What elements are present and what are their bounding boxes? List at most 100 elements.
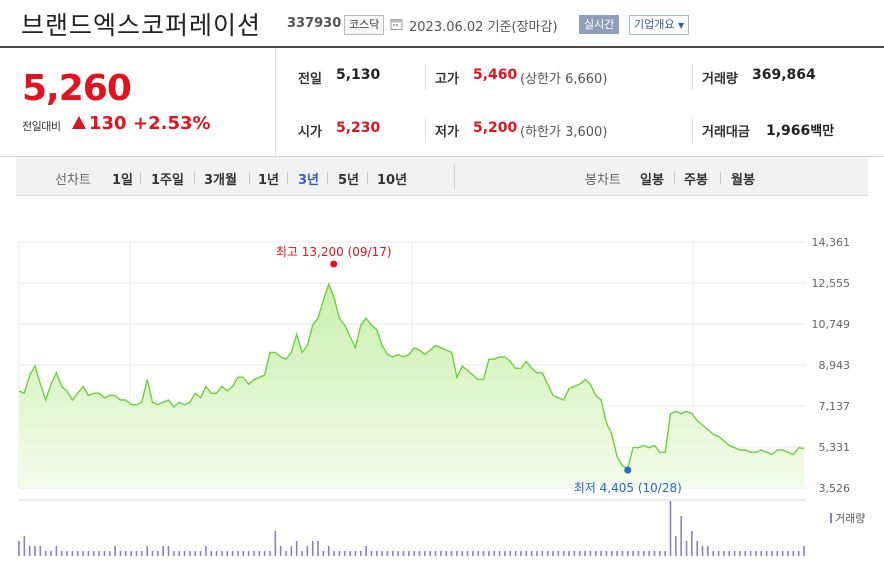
price-line: [18, 282, 805, 470]
volume-bar: [466, 551, 469, 556]
dropdown-triangle-icon: ▼: [677, 21, 685, 30]
volume-bar: [659, 551, 661, 556]
volume-bar: [616, 551, 618, 556]
volume-label: 거래량: [702, 72, 738, 87]
up-triangle-icon: [72, 116, 86, 129]
tab-group-divider: [454, 164, 455, 190]
tab-1d[interactable]: 1일: [112, 173, 134, 188]
volume-bar: [520, 551, 522, 556]
price-panel: [0, 48, 884, 157]
volume-bar: [728, 551, 731, 556]
volume-bar: [157, 551, 159, 556]
volume-bar: [199, 551, 202, 556]
volume-bar: [440, 551, 442, 556]
tab-10y[interactable]: 10년: [377, 173, 408, 188]
volume-bar: [605, 551, 608, 556]
company-overview-button[interactable]: 기업개요 ▼: [629, 15, 690, 35]
open-label: 시가: [298, 125, 322, 140]
volume-bar: [108, 551, 111, 556]
upper-limit-label: 상한가: [525, 72, 561, 87]
volume-bar: [701, 546, 704, 556]
volume-bar: [525, 551, 528, 556]
volume-bar: [359, 551, 362, 556]
volume-bar: [488, 551, 490, 556]
volume-bar: [18, 541, 20, 556]
volume-bar: [92, 551, 95, 556]
volume-bar: [210, 551, 213, 556]
volume-bar: [429, 551, 431, 556]
volume-bar: [215, 551, 218, 556]
volume-bar: [130, 551, 132, 556]
volume-bar: [146, 546, 148, 556]
volume-bar: [327, 546, 330, 556]
tab-3m[interactable]: 3개월: [204, 173, 237, 188]
max-annotation: 최고 13,200 (09/17): [276, 245, 392, 259]
tab-5y[interactable]: 5년: [338, 173, 360, 188]
volume-bar: [680, 516, 682, 556]
volume-bar: [493, 551, 496, 556]
volume-bar: [183, 551, 186, 556]
volume-bar: [664, 551, 666, 556]
volume-bar: [189, 551, 191, 556]
volume-bar: [504, 551, 506, 556]
tab-separator: [249, 172, 250, 184]
volume-bar: [418, 551, 421, 556]
volume-bar: [408, 551, 410, 556]
tab-1y[interactable]: 1년: [258, 173, 280, 188]
y-tick-label: 10,749: [812, 318, 851, 331]
line-chart-label: 선차트: [55, 173, 91, 188]
volume-bar: [472, 551, 474, 556]
volume-bar: [402, 551, 405, 556]
volume-bar: [557, 551, 560, 556]
volume-bar: [424, 551, 426, 556]
tab-separator: [367, 172, 368, 184]
volume-bar: [456, 551, 458, 556]
volume-bar: [365, 546, 367, 556]
volume-bar: [787, 551, 789, 556]
tab-1w[interactable]: 1주일: [151, 173, 184, 188]
amount-value: 1,966백만: [766, 120, 834, 139]
volume-bar: [226, 551, 229, 556]
volume-bar: [71, 551, 74, 556]
volume-bar: [477, 551, 480, 556]
volume-bar: [322, 551, 325, 556]
volume-bar: [231, 551, 234, 556]
open-value: 5,230: [336, 120, 381, 136]
change-percent: +2.53%: [133, 113, 211, 134]
calendar-icon: [390, 19, 403, 30]
volume-bar: [311, 541, 314, 556]
tab-monthly[interactable]: 월봉: [731, 173, 755, 188]
volume-bar: [338, 551, 341, 556]
volume-bar: [253, 551, 255, 556]
volume-bar: [541, 551, 544, 556]
volume-bar: [552, 551, 554, 556]
high-value: 5,460: [473, 67, 518, 83]
tab-daily[interactable]: 일봉: [640, 173, 664, 188]
volume-bar: [685, 541, 688, 556]
volume-bar: [792, 551, 795, 556]
volume-bar: [381, 551, 383, 556]
volume-bar: [375, 551, 378, 556]
volume-bar: [584, 551, 586, 556]
tab-3y[interactable]: 3년: [298, 173, 320, 188]
upper-limit-value: 6,660: [565, 72, 603, 87]
volume-bar: [642, 551, 645, 556]
volume-bar: [290, 546, 293, 556]
company-name: 브랜드엑스코퍼레이션: [21, 11, 262, 40]
volume-bar: [514, 551, 517, 556]
price-chart: 14,361 12,555 10,749 8,943 7,137 5,331 3,526 최…: [18, 236, 865, 556]
change-label: 전일대비: [22, 120, 61, 133]
tab-separator: [674, 172, 675, 184]
volume-bar: [637, 551, 640, 556]
volume-bar: [744, 551, 747, 556]
volume-bar: [733, 551, 736, 556]
volume-bar: [28, 546, 31, 556]
tab-separator: [720, 172, 721, 184]
realtime-button[interactable]: 실시간: [579, 15, 620, 34]
tab-weekly[interactable]: 주봉: [684, 173, 708, 188]
volume-bar: [205, 546, 207, 556]
volume-bar: [306, 546, 309, 556]
volume-bar: [23, 536, 26, 556]
volume-bar: [285, 551, 287, 556]
volume-bar: [530, 551, 533, 556]
